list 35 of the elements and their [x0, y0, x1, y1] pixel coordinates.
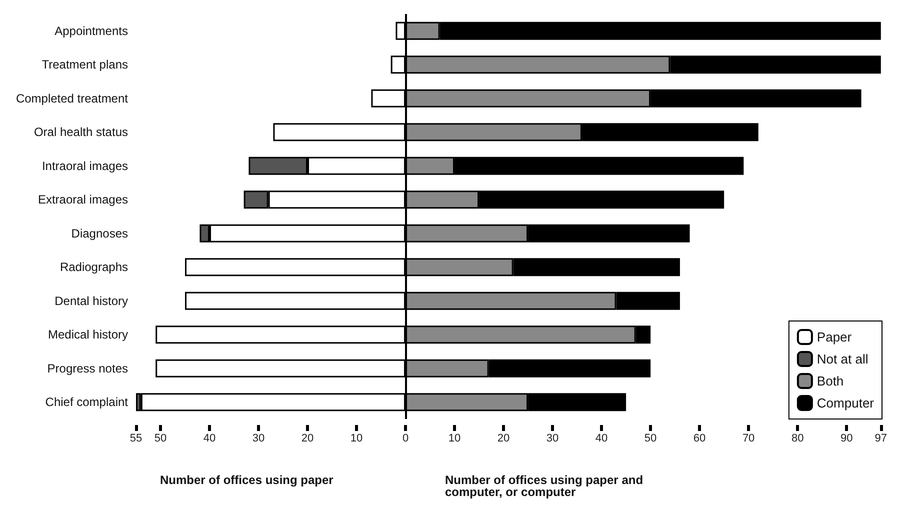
y-tick-label: Dental history	[54, 294, 128, 308]
x-tick-label: 30	[546, 432, 559, 444]
y-tick-label: Oral health status	[34, 125, 128, 140]
y-tick-label: Extraoral images	[38, 192, 128, 207]
y-tick-label: Intraoral images	[42, 158, 128, 173]
x-tick-label: 20	[301, 432, 314, 444]
x-tick-label: 40	[595, 432, 608, 444]
legend-label: Computer	[816, 396, 875, 410]
y-tick-label: Medical history	[48, 328, 128, 342]
x-tick-label: 70	[742, 432, 755, 444]
x-tick-label: 40	[203, 432, 216, 444]
x-tick-label: 10	[350, 432, 363, 444]
x-tick-label: 55	[130, 432, 142, 444]
x-tick-label: 20	[497, 432, 510, 444]
y-tick-label: Progress notes	[47, 361, 128, 376]
y-tick-label: Chief complaint	[45, 395, 129, 410]
y-tick-label: Diagnoses	[71, 226, 128, 240]
y-tick-label: Radiographs	[60, 260, 128, 274]
y-tick-label: Completed treatment	[16, 91, 129, 106]
legend-label: Both	[816, 374, 844, 388]
legend-label: Not at all	[816, 352, 868, 366]
x-tick-label: 90	[840, 432, 853, 444]
x-tick-label: 60	[693, 432, 706, 444]
x-tick-label: 10	[448, 432, 461, 444]
y-tick-label: Appointments	[54, 24, 128, 38]
y-tick-label: Treatment plans	[42, 58, 128, 72]
x-tick-label: 50	[644, 432, 657, 444]
legend-label: Paper	[816, 330, 852, 344]
x-tick-label: 97	[874, 432, 888, 444]
x-tick-label: 0	[402, 432, 409, 444]
text: Number of offices using paper	[160, 473, 334, 487]
x-axis-title: Number of offices using paper and computer, or computer	[445, 473, 646, 499]
x-tick-label: 80	[791, 432, 804, 444]
x-tick-label: 50	[154, 432, 167, 444]
x-tick-label: 30	[252, 432, 265, 444]
